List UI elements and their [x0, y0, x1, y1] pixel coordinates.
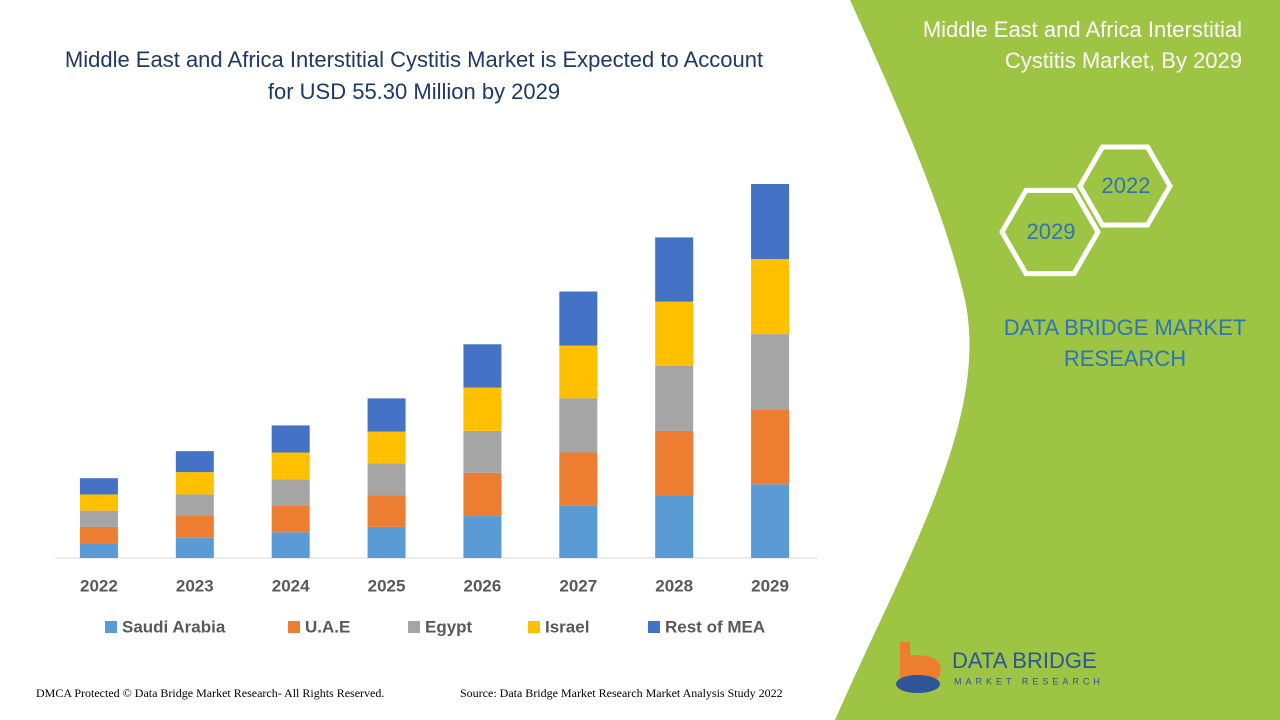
- bar-segment: [367, 431, 406, 464]
- brand: DATA BRIDGE MARKET RESEARCH: [1003, 315, 1247, 371]
- legend-label: Egypt: [425, 617, 473, 636]
- bar-segment: [79, 510, 118, 527]
- bar-segment: [655, 430, 694, 496]
- bar-segment: [175, 451, 214, 473]
- bar-segment: [559, 452, 598, 506]
- bar-segment: [655, 237, 694, 302]
- copyright: DMCA Protected © Data Bridge Market Rese…: [36, 686, 385, 700]
- bar-segment: [463, 472, 502, 517]
- logo-name: DATA BRIDGE: [952, 648, 1097, 673]
- legend-swatch: [528, 621, 540, 633]
- bar-segment: [175, 494, 214, 516]
- x-tick-label: 2029: [751, 576, 789, 595]
- bar-segment: [367, 495, 406, 527]
- legend-label: U.A.E: [305, 617, 350, 636]
- bar-segment: [559, 291, 598, 346]
- legend-swatch: [288, 621, 300, 633]
- legend-label: Saudi Arabia: [122, 617, 226, 636]
- bar-segment: [271, 452, 310, 480]
- legend-label: Israel: [545, 617, 589, 636]
- bar-segment: [271, 425, 310, 453]
- logo: DATA BRIDGE MARKET RESEARCH: [896, 642, 1104, 693]
- x-tick-label: 2027: [559, 576, 597, 595]
- bar-segment: [79, 543, 118, 558]
- bar-segment: [367, 463, 406, 496]
- source: Source: Data Bridge Market Research Mark…: [460, 686, 783, 700]
- logo-tagline: MARKET RESEARCH: [954, 676, 1104, 686]
- hex-label: 2029: [1027, 219, 1076, 244]
- x-tick-label: 2026: [464, 576, 502, 595]
- panel-title: Middle East and Africa Interstitial Cyst…: [922, 17, 1242, 73]
- bar-segment: [79, 478, 118, 495]
- x-tick-label: 2024: [272, 576, 310, 595]
- bar-segment: [751, 409, 790, 485]
- bar-segment: [271, 505, 310, 533]
- x-tick-label: 2028: [655, 576, 693, 595]
- bar-segment: [559, 345, 598, 399]
- bar-segment: [463, 344, 502, 388]
- hexagon: [1077, 144, 1173, 228]
- bar-segment: [463, 430, 502, 473]
- bar-segment: [367, 526, 406, 558]
- legend-label: Rest of MEA: [665, 617, 765, 636]
- bar-segment: [175, 515, 214, 538]
- bar-segment: [271, 532, 310, 558]
- x-tick-label: 2023: [176, 576, 214, 595]
- bar-segment: [271, 479, 310, 506]
- legend-swatch: [408, 621, 420, 633]
- hexagon: [999, 187, 1101, 277]
- logo-mark: [896, 675, 940, 693]
- bar-segment: [175, 472, 214, 495]
- bar-segment: [751, 184, 790, 260]
- bar-segment: [79, 526, 118, 544]
- bar-segment: [655, 301, 694, 366]
- legend-swatch: [648, 621, 660, 633]
- bar-segment: [559, 505, 598, 558]
- chart-title: Middle East and Africa Interstitial Cyst…: [64, 47, 764, 104]
- bar-segment: [175, 537, 214, 558]
- bar-segment: [559, 398, 598, 453]
- bar-segment: [79, 494, 118, 511]
- bar-segment: [463, 387, 502, 431]
- bar-segment: [655, 365, 694, 431]
- bar-segment: [751, 334, 790, 410]
- x-tick-label: 2022: [80, 576, 118, 595]
- bar-segment: [367, 398, 406, 432]
- bar-segment: [463, 516, 502, 558]
- bar-segment: [751, 259, 790, 335]
- x-tick-label: 2025: [368, 576, 406, 595]
- bar-segment: [655, 495, 694, 558]
- legend-swatch: [105, 621, 117, 633]
- hex-label: 2022: [1102, 173, 1151, 198]
- bar-segment: [751, 484, 790, 558]
